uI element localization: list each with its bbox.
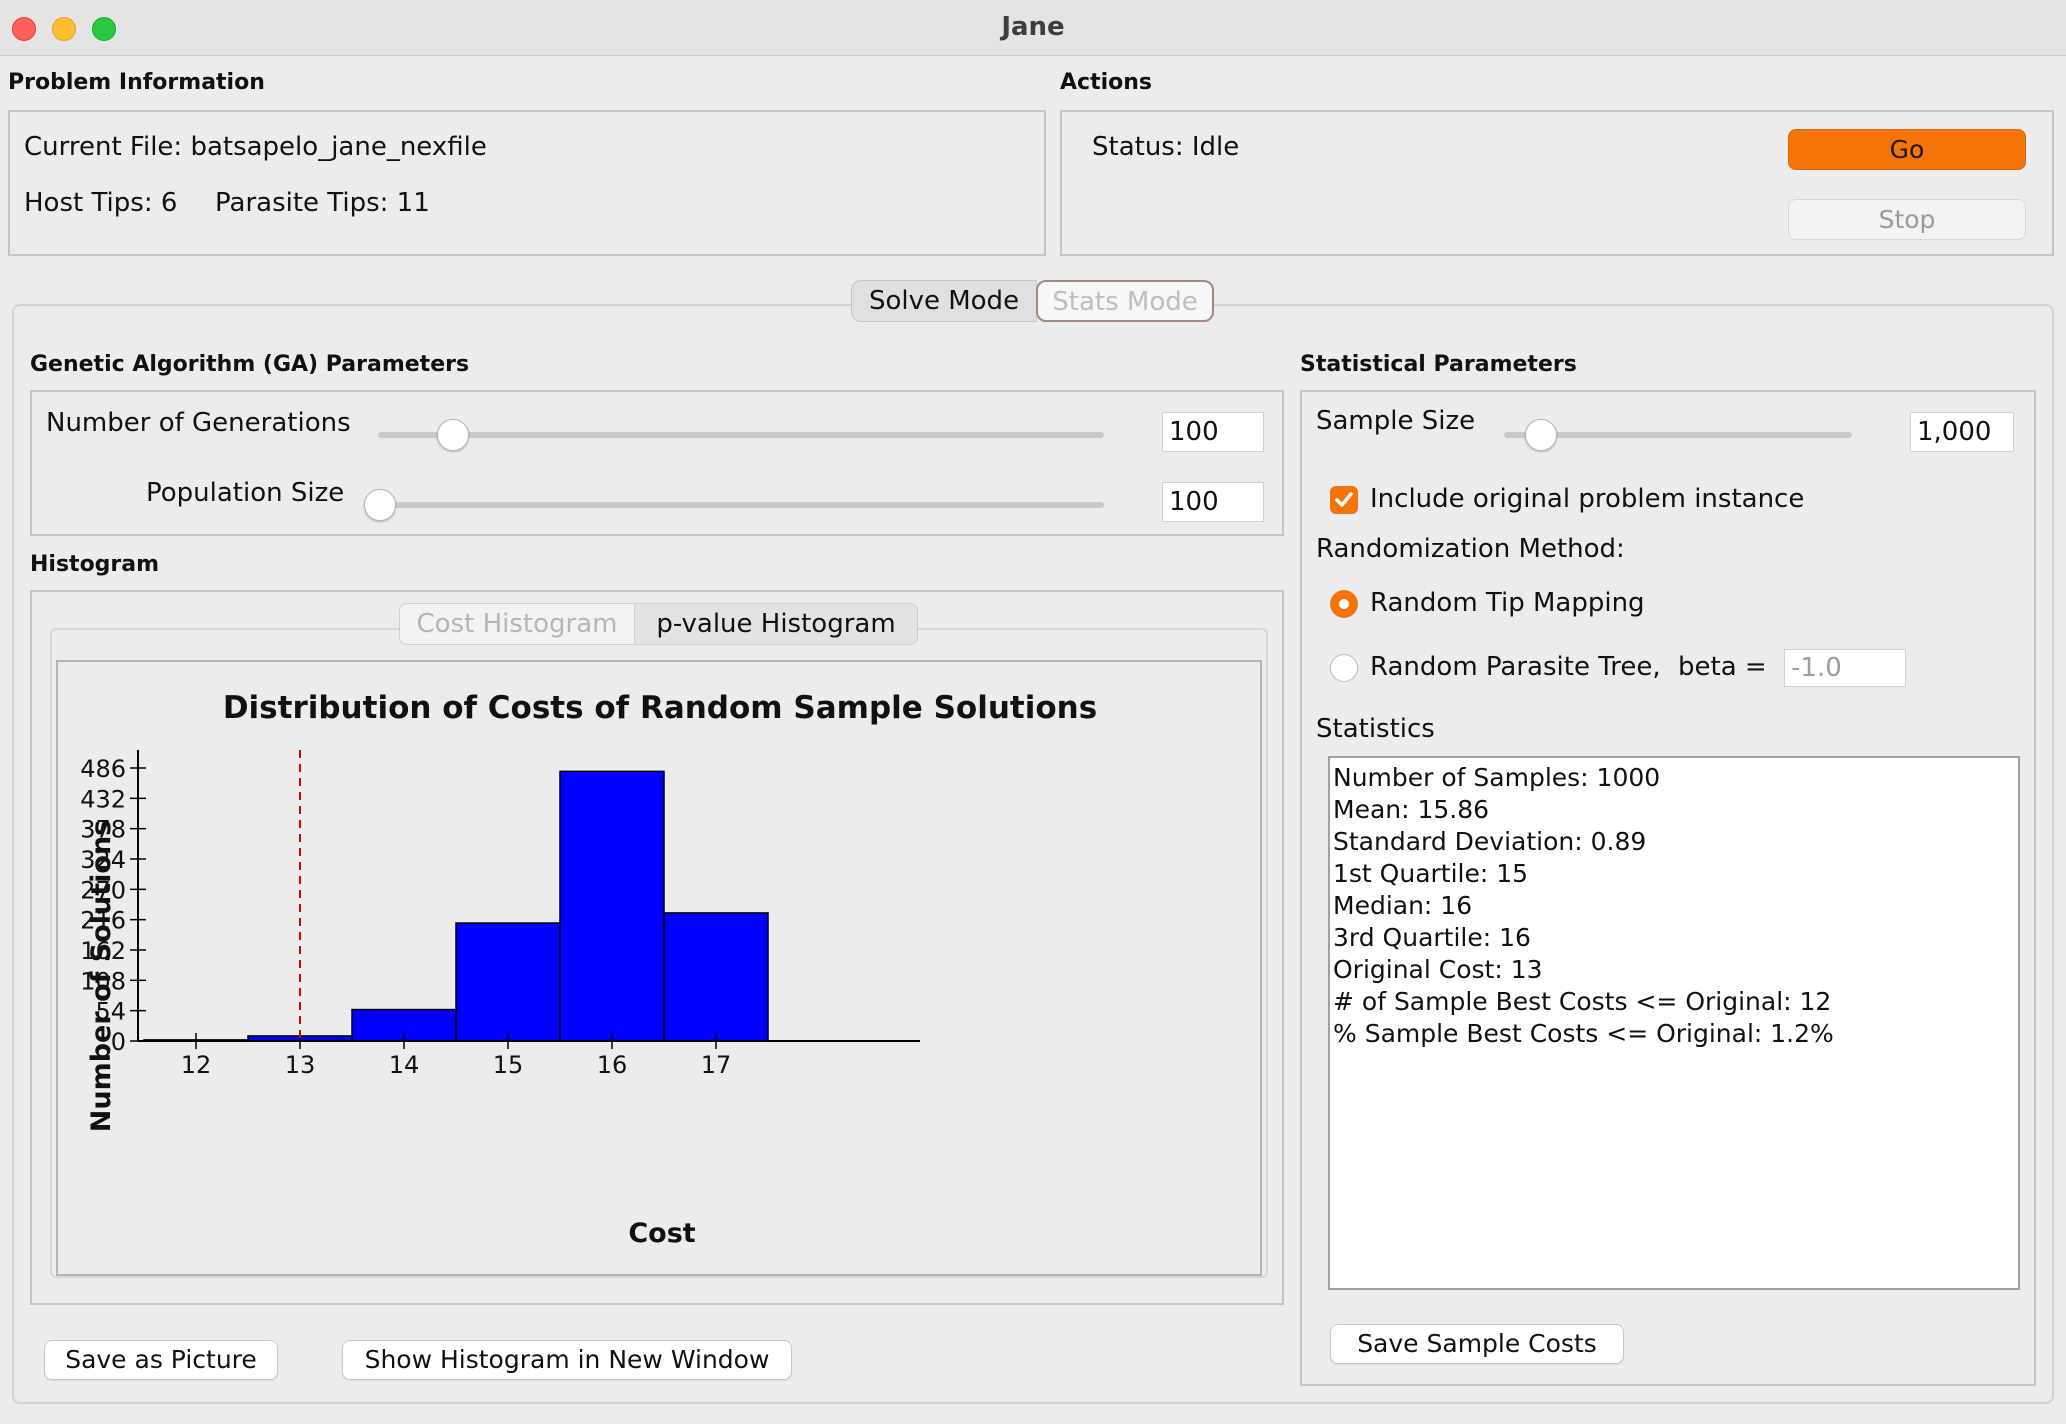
generations-slider-track[interactable] — [378, 432, 1104, 438]
stat-line: Mean: 15.86 — [1333, 795, 1490, 824]
stat-line: Original Cost: 13 — [1333, 955, 1543, 984]
y-tick-label: 270 — [80, 876, 126, 904]
current-file-text: Current File: batsapelo_jane_nexfile — [24, 132, 487, 162]
y-tick-label: 216 — [80, 907, 126, 935]
histogram-bar — [455, 922, 561, 1042]
sample-size-slider-track[interactable] — [1504, 432, 1852, 438]
sample-size-slider-thumb[interactable] — [1524, 419, 1557, 451]
generations-field[interactable]: 100 — [1162, 412, 1264, 452]
tab-solve-mode[interactable]: Solve Mode — [851, 280, 1037, 322]
cost-histogram-chart: Distribution of Costs of Random Sample S… — [80, 690, 1097, 1249]
x-tick-label: 17 — [701, 1051, 732, 1079]
sample-size-label: Sample Size — [1316, 406, 1476, 436]
x-tick-label: 15 — [493, 1051, 524, 1079]
randomization-method-label: Randomization Method: — [1316, 534, 1625, 564]
window-title: Jane — [1001, 12, 1065, 42]
histogram-bar — [351, 1008, 457, 1042]
stat-line: Number of Samples: 1000 — [1333, 763, 1661, 792]
x-tick-label: 13 — [285, 1051, 316, 1079]
stop-button[interactable]: Stop — [1788, 199, 2026, 240]
save-sample-costs-button[interactable]: Save Sample Costs — [1330, 1324, 1624, 1364]
zoom-window-icon[interactable] — [92, 17, 116, 41]
problem-information-panel: Current File: batsapelo_jane_nexfile Hos… — [8, 110, 1046, 256]
generations-slider-thumb[interactable] — [436, 419, 469, 451]
stat-line: % Sample Best Costs <= Original: 1.2% — [1333, 1019, 1834, 1048]
y-tick-label: 108 — [80, 967, 126, 995]
y-axis-label: Number of Solutions — [86, 820, 117, 1132]
random-parasite-tree-label[interactable]: Random Parasite Tree, — [1370, 652, 1661, 682]
ga-parameters-panel: Number of Generations Population Size — [30, 390, 1284, 536]
checkmark-icon — [1335, 492, 1353, 507]
title-bar: Jane — [0, 0, 2066, 56]
stat-line: Median: 16 — [1333, 891, 1473, 920]
beta-field[interactable]: -1.0 — [1784, 649, 1906, 687]
y-tick-label: 324 — [80, 846, 126, 874]
chart-title: Distribution of Costs of Random Sample S… — [223, 690, 1097, 726]
tab-cost-histogram[interactable]: Cost Histogram — [399, 603, 635, 645]
x-tick-label: 14 — [389, 1051, 420, 1079]
tab-stats-mode[interactable]: Stats Mode — [1036, 280, 1214, 322]
tab-pvalue-histogram[interactable]: p-value Histogram — [634, 603, 918, 645]
include-original-label[interactable]: Include original problem instance — [1370, 484, 1805, 514]
stat-line: 1st Quartile: 15 — [1333, 859, 1529, 888]
population-field[interactable]: 100 — [1162, 482, 1264, 522]
sample-size-field[interactable]: 1,000 — [1910, 412, 2014, 452]
random-tip-mapping-label[interactable]: Random Tip Mapping — [1370, 588, 1645, 618]
y-tick-label: 486 — [80, 755, 126, 783]
include-original-checkbox[interactable] — [1330, 486, 1358, 514]
histogram-bar — [663, 912, 769, 1042]
y-tick-label: 54 — [95, 998, 126, 1026]
y-tick-label: 432 — [80, 785, 126, 813]
histogram-bar — [559, 770, 665, 1042]
stat-line: 3rd Quartile: 16 — [1333, 923, 1531, 952]
stat-line: # of Sample Best Costs <= Original: 12 — [1333, 987, 1832, 1016]
go-button[interactable]: Go — [1788, 129, 2026, 170]
statistics-text-area[interactable]: Number of Samples: 1000 Mean: 15.86 Stan… — [1328, 756, 2020, 1290]
histogram-label: Histogram — [30, 552, 160, 577]
x-axis-label: Cost — [628, 1218, 695, 1249]
generations-label: Number of Generations — [46, 408, 351, 438]
save-as-picture-button[interactable]: Save as Picture — [44, 1340, 278, 1380]
ga-parameters-label: Genetic Algorithm (GA) Parameters — [30, 352, 470, 377]
population-slider-track[interactable] — [378, 502, 1104, 508]
statistics-label: Statistics — [1316, 714, 1435, 744]
actions-label: Actions — [1060, 70, 1152, 95]
stat-line: Standard Deviation: 0.89 — [1333, 827, 1647, 856]
random-tip-mapping-radio[interactable] — [1330, 590, 1358, 618]
histogram-chart-area: Distribution of Costs of Random Sample S… — [56, 660, 1262, 1276]
close-window-icon[interactable] — [12, 17, 36, 41]
problem-information-label: Problem Information — [8, 70, 265, 95]
show-histogram-new-window-button[interactable]: Show Histogram in New Window — [342, 1340, 792, 1380]
y-tick-label: 0 — [111, 1028, 126, 1056]
statistical-parameters-label: Statistical Parameters — [1300, 352, 1577, 377]
status-text: Status: Idle — [1092, 132, 1240, 162]
population-slider-thumb[interactable] — [364, 489, 396, 521]
y-tick-label: 162 — [80, 937, 126, 965]
x-tick-label: 12 — [181, 1051, 212, 1079]
y-tick-label: 378 — [80, 816, 126, 844]
host-tips-text: Host Tips: 6 — [24, 188, 178, 218]
parasite-tips-text: Parasite Tips: 11 — [215, 188, 430, 218]
minimize-window-icon[interactable] — [52, 17, 76, 41]
population-label: Population Size — [146, 478, 345, 508]
beta-label: beta = — [1678, 652, 1767, 682]
x-tick-label: 16 — [597, 1051, 628, 1079]
random-parasite-tree-radio[interactable] — [1330, 654, 1358, 682]
